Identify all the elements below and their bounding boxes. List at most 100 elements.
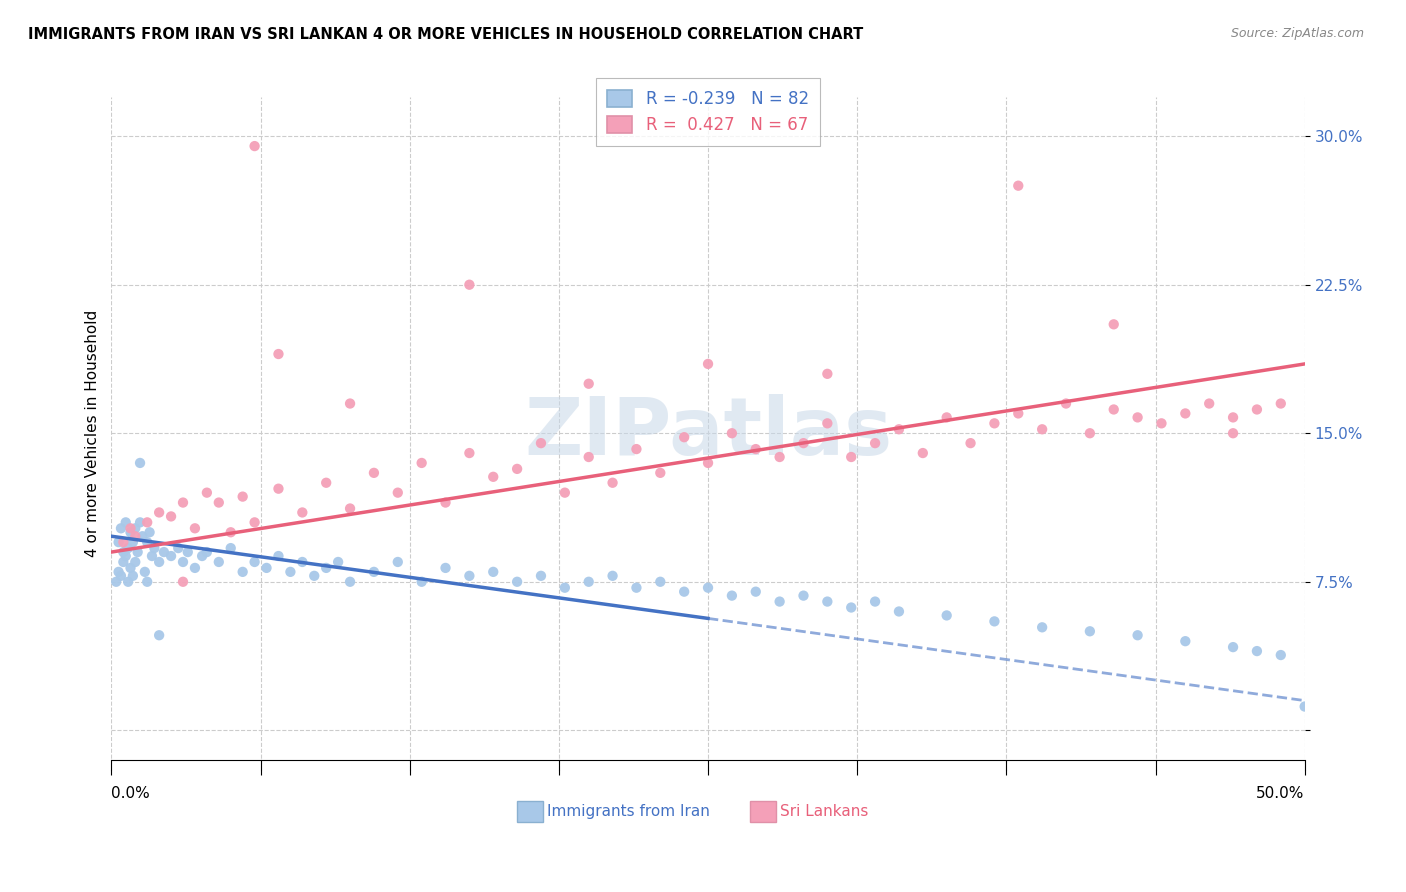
Point (602, 569, 624, 583)
Point (506, 462, 529, 476)
Text: Immigrants from Iran: Immigrants from Iran (547, 805, 710, 819)
Point (110, 569, 132, 583)
Point (626, 581, 648, 595)
Point (815, 594, 838, 608)
Point (120, 525, 142, 540)
Point (839, 450, 862, 464)
Point (1174, 634, 1197, 648)
Point (129, 516, 152, 530)
Point (863, 436, 886, 450)
Point (195, 545, 218, 559)
Point (1126, 410, 1149, 425)
Point (578, 574, 600, 589)
Point (184, 521, 207, 535)
Point (602, 475, 624, 490)
Point (911, 446, 934, 460)
Point (554, 485, 576, 500)
Point (983, 417, 1005, 431)
Point (1126, 628, 1149, 642)
Point (304, 569, 326, 583)
Point (129, 456, 152, 470)
Point (769, 594, 792, 608)
Point (148, 506, 170, 520)
Point (935, 608, 957, 623)
Point (339, 396, 361, 410)
Point (554, 581, 576, 595)
Text: 0.0%: 0.0% (111, 786, 150, 801)
Point (458, 446, 481, 460)
Point (291, 506, 314, 520)
Point (1078, 426, 1101, 441)
Point (1222, 410, 1244, 425)
Point (1294, 699, 1316, 714)
Point (148, 628, 170, 642)
Point (983, 615, 1005, 629)
Point (326, 555, 349, 569)
Point (141, 549, 163, 563)
Point (673, 584, 696, 599)
Point (315, 475, 337, 490)
Point (959, 436, 981, 450)
Point (578, 450, 600, 464)
Point (107, 565, 129, 579)
Point (315, 561, 337, 575)
Point (117, 541, 139, 555)
Point (184, 561, 207, 575)
Point (112, 535, 135, 549)
Point (208, 495, 231, 509)
Point (160, 509, 183, 524)
Point (1102, 402, 1125, 417)
Point (745, 584, 768, 599)
Point (650, 466, 672, 480)
Point (458, 277, 481, 292)
Legend: R = -0.239   N = 82, R =  0.427   N = 67: R = -0.239 N = 82, R = 0.427 N = 67 (596, 78, 821, 146)
Point (650, 574, 672, 589)
Point (256, 561, 278, 575)
Point (578, 376, 600, 391)
Text: 50.0%: 50.0% (1257, 786, 1305, 801)
Point (105, 574, 128, 589)
Point (107, 535, 129, 549)
Point (673, 430, 696, 444)
Point (887, 605, 910, 619)
Point (482, 565, 505, 579)
Point (626, 442, 648, 456)
Point (114, 516, 136, 530)
Point (815, 367, 838, 381)
Point (482, 470, 505, 484)
Point (769, 450, 792, 464)
Point (120, 521, 142, 535)
Text: Sri Lankans: Sri Lankans (780, 805, 868, 819)
Point (721, 589, 744, 603)
Text: Source: ZipAtlas.com: Source: ZipAtlas.com (1230, 27, 1364, 40)
Y-axis label: 4 or more Vehicles in Household: 4 or more Vehicles in Household (86, 310, 100, 557)
Point (411, 574, 433, 589)
Point (434, 561, 457, 575)
Point (1031, 620, 1053, 634)
Point (387, 485, 409, 500)
Point (458, 569, 481, 583)
Point (127, 545, 149, 559)
Point (232, 565, 254, 579)
Point (160, 549, 183, 563)
Point (124, 529, 146, 543)
Point (745, 442, 768, 456)
Point (1102, 318, 1125, 332)
Point (1007, 406, 1029, 420)
Point (363, 565, 385, 579)
Text: ZIPatlas: ZIPatlas (524, 394, 893, 472)
Point (1222, 640, 1244, 654)
Point (530, 436, 553, 450)
Point (177, 545, 200, 559)
Point (530, 569, 553, 583)
Point (1054, 396, 1077, 410)
Point (243, 555, 266, 569)
Point (114, 549, 136, 563)
Point (112, 545, 135, 559)
Point (506, 574, 529, 589)
Point (134, 565, 156, 579)
Point (112, 555, 135, 569)
Point (122, 569, 145, 583)
Point (935, 410, 957, 425)
Point (434, 495, 457, 509)
